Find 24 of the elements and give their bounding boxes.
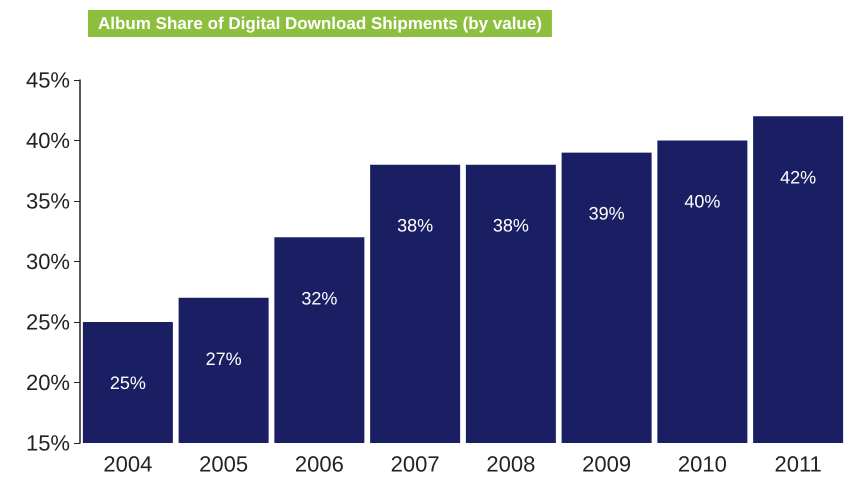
y-tick-label: 15%: [26, 430, 70, 456]
x-tick-label: 2004: [103, 452, 152, 476]
data-label: 32%: [301, 288, 338, 308]
y-tick-label: 40%: [26, 128, 70, 153]
y-tick-label: 30%: [26, 249, 70, 274]
data-label: 25%: [110, 373, 146, 393]
y-tick-label: 35%: [26, 188, 70, 214]
data-label: 42%: [780, 167, 816, 188]
y-tick-label: 20%: [26, 370, 70, 395]
x-tick-label: 2008: [486, 452, 536, 476]
x-tick-label: 2011: [774, 452, 822, 476]
y-tick-label: 45%: [26, 68, 70, 92]
data-label: 40%: [684, 192, 720, 212]
x-tick-label: 2006: [294, 452, 344, 476]
data-label: 38%: [492, 216, 529, 236]
x-tick-label: 2007: [390, 452, 440, 476]
x-tick-label: 2009: [582, 452, 632, 476]
data-label: 27%: [206, 348, 242, 369]
y-tick-label: 25%: [26, 310, 70, 334]
chart-title: Album Share of Digital Download Shipments (by value): [98, 14, 542, 33]
data-label: 39%: [588, 204, 625, 224]
x-tick-label: 2005: [199, 452, 248, 476]
x-tick-label: 2010: [678, 452, 727, 476]
data-label: 38%: [397, 216, 434, 236]
